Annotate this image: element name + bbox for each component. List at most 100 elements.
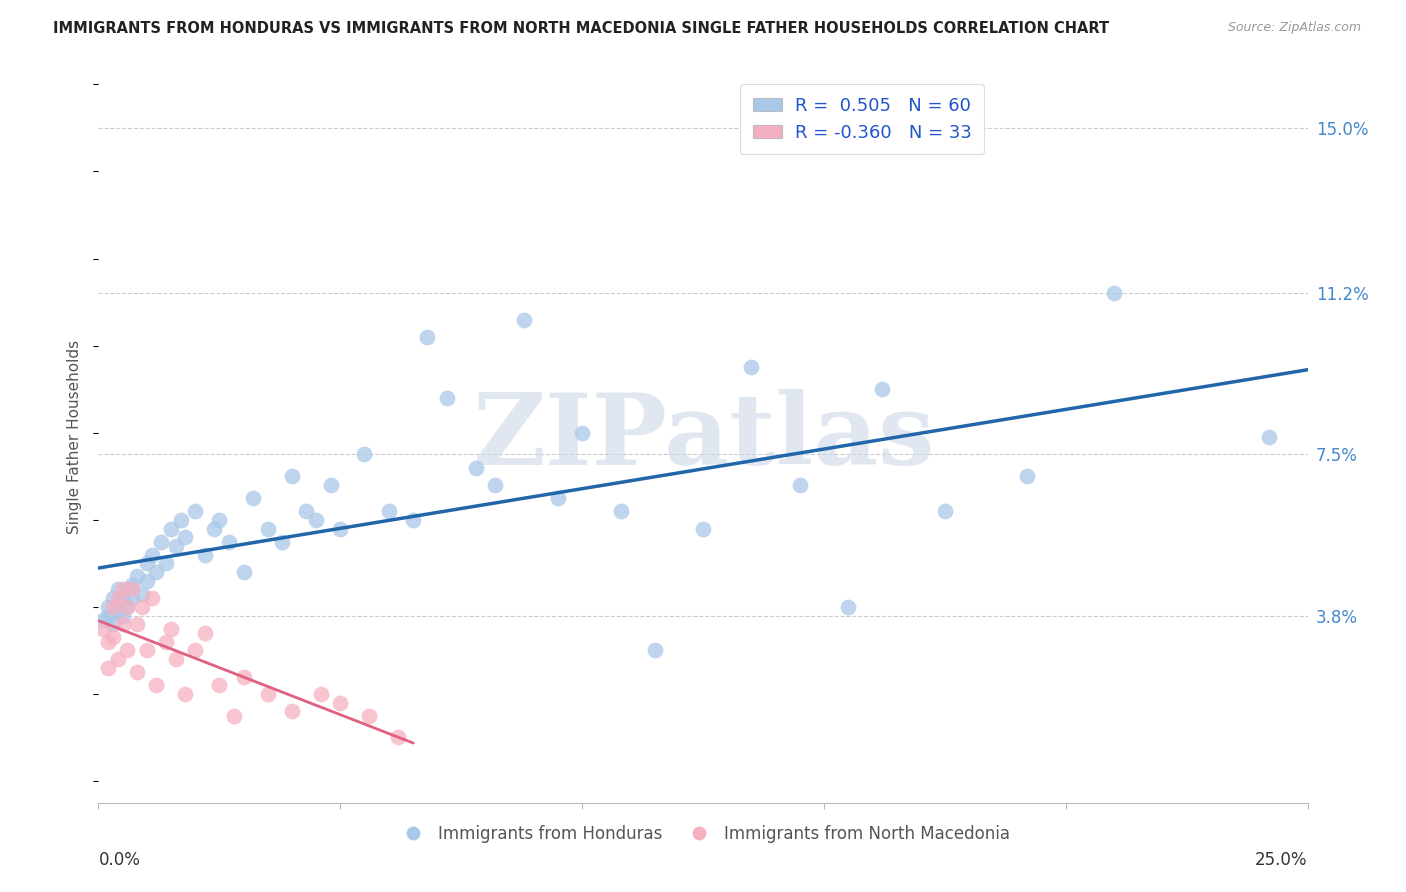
Point bbox=[111, 591, 134, 606]
Point bbox=[194, 626, 217, 640]
Point bbox=[232, 669, 254, 683]
Point bbox=[97, 634, 120, 648]
Point bbox=[111, 582, 134, 597]
Point bbox=[135, 643, 157, 657]
Point bbox=[359, 708, 381, 723]
Point bbox=[107, 652, 129, 666]
Point bbox=[319, 478, 342, 492]
Point bbox=[91, 622, 114, 636]
Point bbox=[309, 687, 332, 701]
Text: Source: ZipAtlas.com: Source: ZipAtlas.com bbox=[1227, 21, 1361, 34]
Point bbox=[644, 643, 666, 657]
Point bbox=[1102, 286, 1125, 301]
Point bbox=[127, 665, 149, 680]
Point bbox=[281, 705, 304, 719]
Point bbox=[281, 469, 304, 483]
Text: 25.0%: 25.0% bbox=[1256, 851, 1308, 869]
Point bbox=[160, 521, 183, 535]
Point bbox=[155, 557, 177, 571]
Point bbox=[121, 582, 143, 597]
Point bbox=[150, 534, 173, 549]
Point bbox=[121, 578, 143, 592]
Point bbox=[218, 534, 240, 549]
Point bbox=[111, 617, 134, 632]
Point bbox=[256, 687, 278, 701]
Point bbox=[135, 574, 157, 588]
Point bbox=[184, 504, 207, 518]
Point bbox=[387, 731, 409, 745]
Point bbox=[127, 617, 149, 632]
Point bbox=[464, 460, 486, 475]
Point bbox=[141, 548, 163, 562]
Point bbox=[107, 582, 129, 597]
Point bbox=[610, 504, 633, 518]
Point bbox=[184, 643, 207, 657]
Point bbox=[131, 599, 153, 614]
Point bbox=[121, 591, 143, 606]
Legend: Immigrants from Honduras, Immigrants from North Macedonia: Immigrants from Honduras, Immigrants fro… bbox=[389, 818, 1017, 849]
Point bbox=[232, 565, 254, 579]
Point bbox=[329, 696, 352, 710]
Point bbox=[242, 491, 264, 505]
Point bbox=[141, 591, 163, 606]
Point bbox=[484, 478, 506, 492]
Point bbox=[135, 557, 157, 571]
Point bbox=[117, 599, 139, 614]
Point bbox=[117, 599, 139, 614]
Point bbox=[97, 661, 120, 675]
Point bbox=[145, 565, 167, 579]
Point bbox=[208, 678, 231, 692]
Point bbox=[204, 521, 226, 535]
Point bbox=[117, 643, 139, 657]
Point bbox=[256, 521, 278, 535]
Point bbox=[174, 530, 197, 544]
Point bbox=[111, 608, 134, 623]
Point bbox=[101, 591, 124, 606]
Point bbox=[1257, 430, 1279, 444]
Point bbox=[160, 622, 183, 636]
Point bbox=[145, 678, 167, 692]
Point bbox=[436, 391, 458, 405]
Point bbox=[127, 569, 149, 583]
Point bbox=[271, 534, 294, 549]
Point bbox=[416, 330, 439, 344]
Point bbox=[305, 513, 328, 527]
Point bbox=[107, 604, 129, 618]
Point bbox=[837, 599, 859, 614]
Point bbox=[194, 548, 217, 562]
Point bbox=[101, 631, 124, 645]
Point bbox=[353, 448, 375, 462]
Point bbox=[295, 504, 318, 518]
Point bbox=[165, 652, 187, 666]
Point bbox=[692, 521, 714, 535]
Point bbox=[107, 591, 129, 606]
Point bbox=[740, 360, 762, 375]
Point bbox=[1015, 469, 1038, 483]
Point bbox=[870, 382, 893, 396]
Point bbox=[165, 539, 187, 553]
Point bbox=[513, 312, 536, 326]
Point bbox=[222, 708, 245, 723]
Point bbox=[169, 513, 191, 527]
Point bbox=[174, 687, 197, 701]
Point bbox=[547, 491, 569, 505]
Point bbox=[155, 634, 177, 648]
Point bbox=[934, 504, 956, 518]
Point bbox=[571, 425, 593, 440]
Y-axis label: Single Father Households: Single Father Households bbox=[67, 340, 83, 534]
Point bbox=[377, 504, 399, 518]
Point bbox=[208, 513, 231, 527]
Point bbox=[97, 599, 120, 614]
Point bbox=[97, 608, 120, 623]
Text: 0.0%: 0.0% bbox=[98, 851, 141, 869]
Point bbox=[789, 478, 811, 492]
Point bbox=[101, 599, 124, 614]
Point bbox=[101, 617, 124, 632]
Point bbox=[117, 582, 139, 597]
Point bbox=[131, 587, 153, 601]
Point bbox=[91, 613, 114, 627]
Point bbox=[402, 513, 425, 527]
Text: ZIPatlas: ZIPatlas bbox=[472, 389, 934, 485]
Text: IMMIGRANTS FROM HONDURAS VS IMMIGRANTS FROM NORTH MACEDONIA SINGLE FATHER HOUSEH: IMMIGRANTS FROM HONDURAS VS IMMIGRANTS F… bbox=[53, 21, 1109, 36]
Point bbox=[329, 521, 352, 535]
